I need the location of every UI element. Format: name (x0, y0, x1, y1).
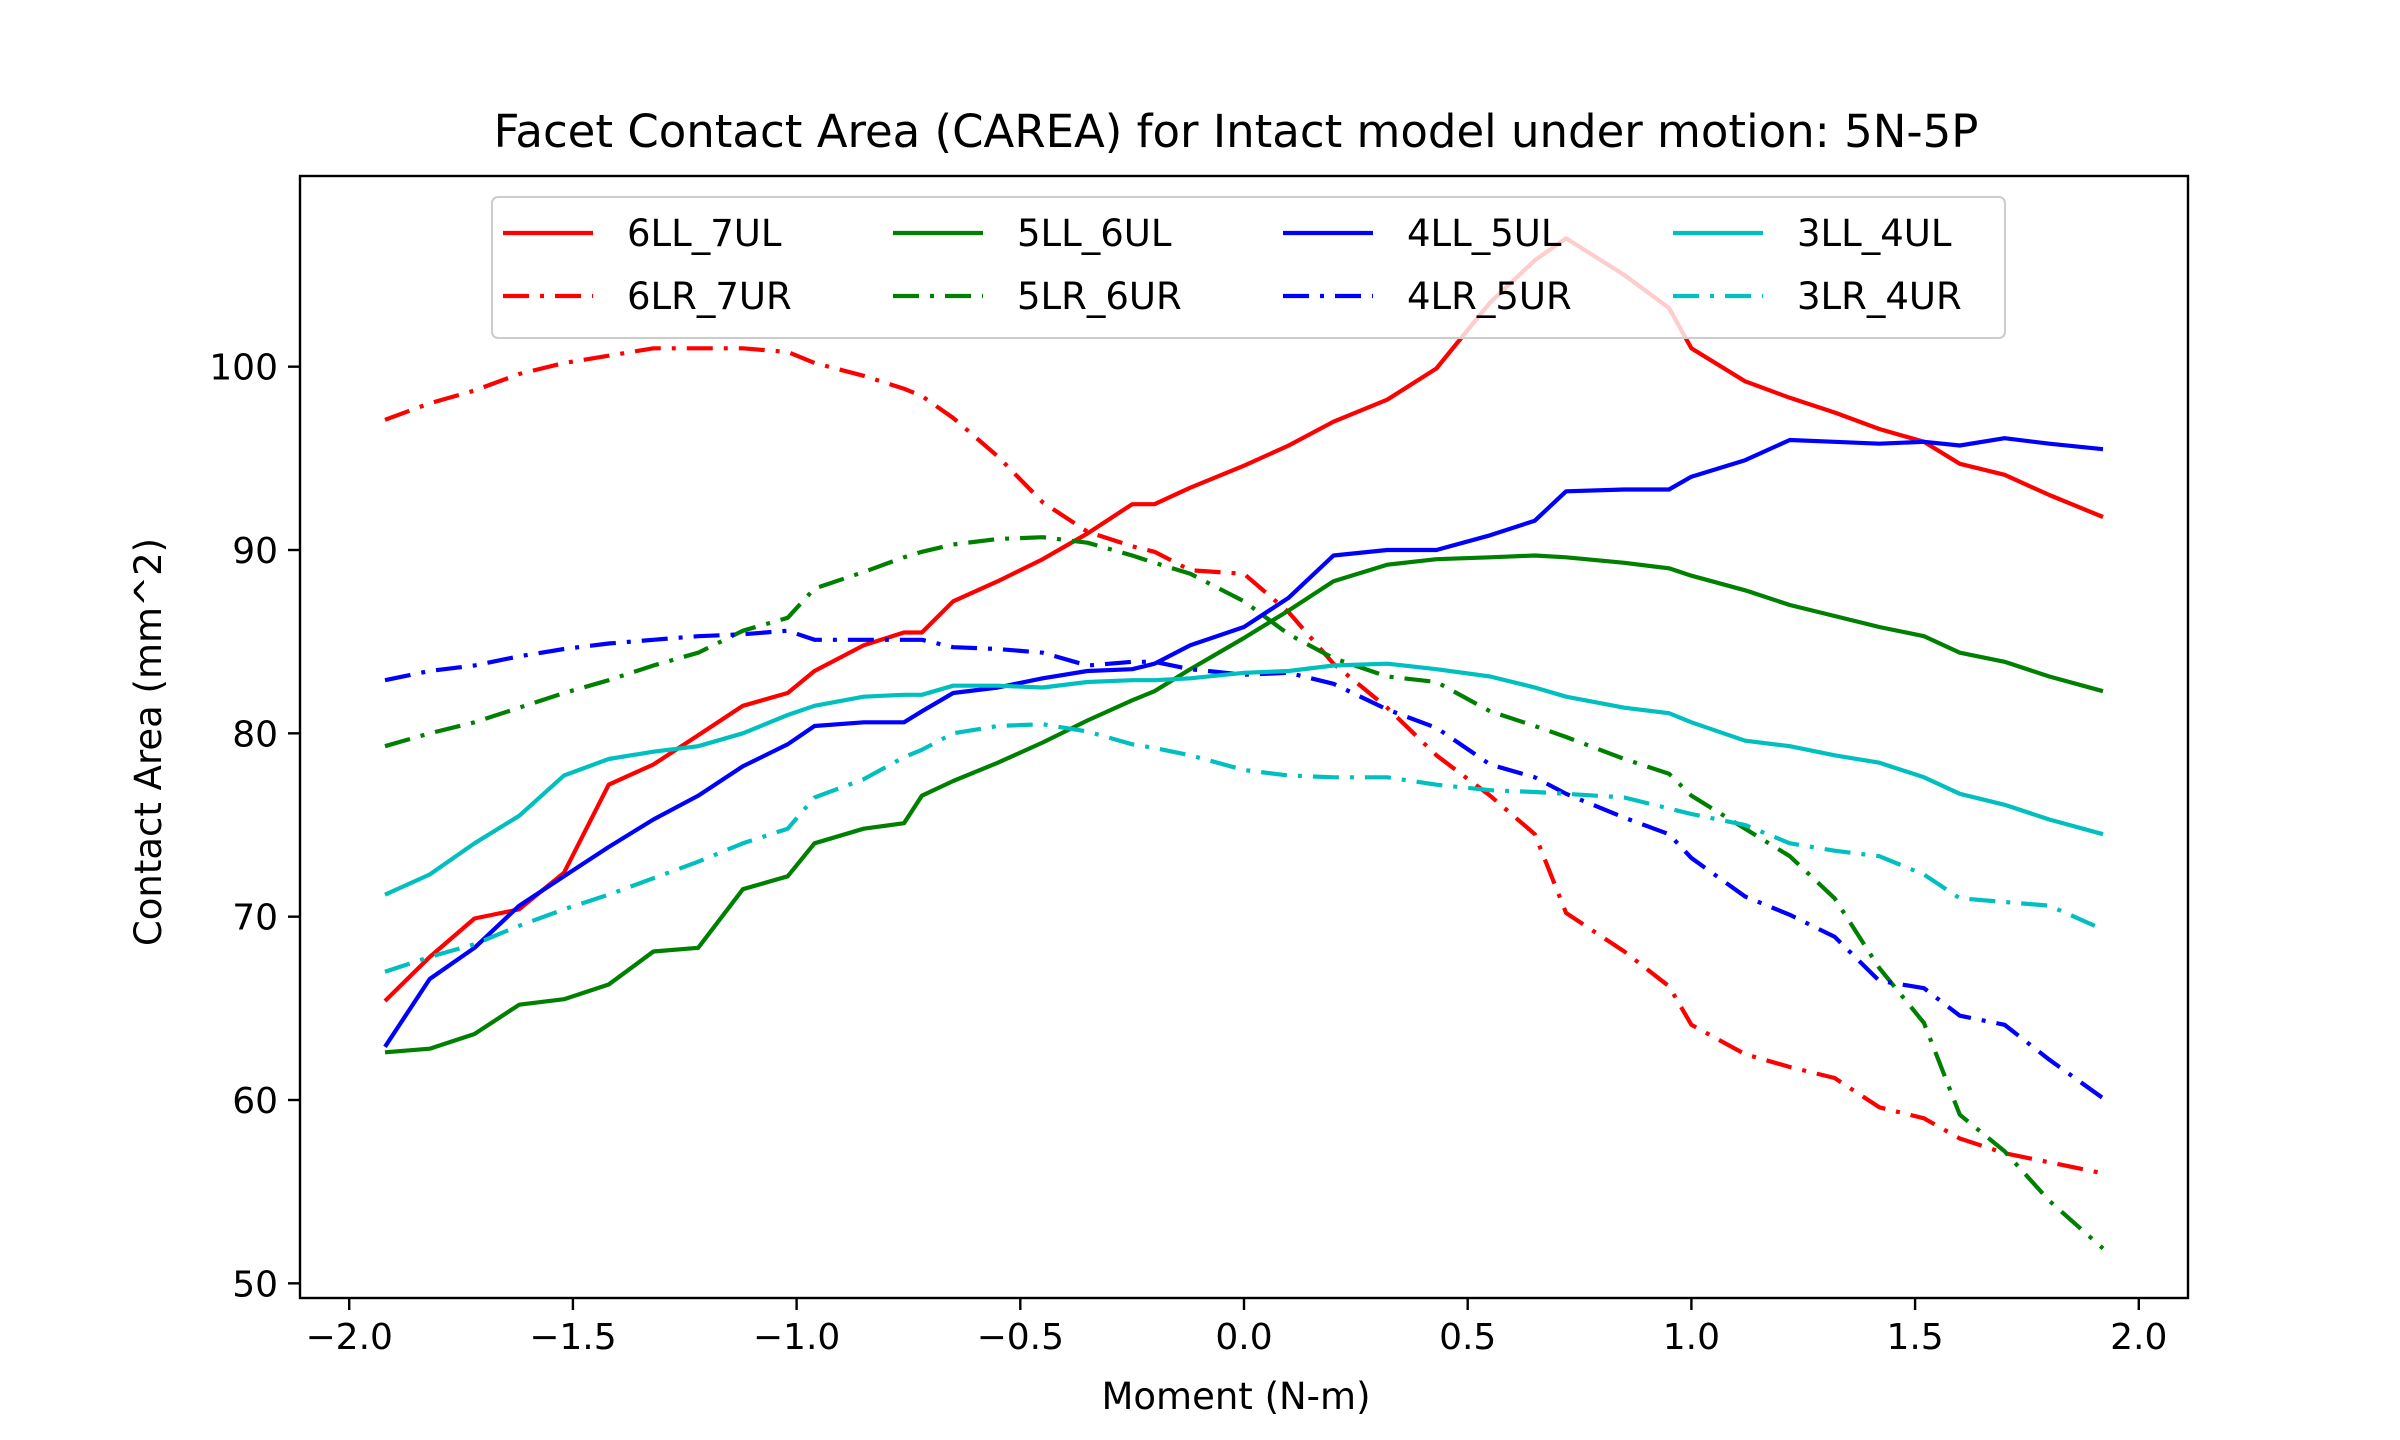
x-tick-label: 0.0 (1215, 1317, 1272, 1358)
legend-item-label: 4LL_5UL (1407, 212, 1562, 255)
x-tick-label: 1.0 (1663, 1317, 1720, 1358)
series-line (383, 236, 2104, 1003)
x-tick-label: 2.0 (2110, 1317, 2167, 1358)
y-tick-label: 80 (232, 714, 278, 755)
y-tick-label: 70 (232, 898, 278, 939)
x-tick-label: −2.0 (306, 1317, 393, 1358)
legend-item-label: 6LL_7UL (627, 212, 782, 255)
y-tick-label: 60 (232, 1081, 278, 1122)
legend-item-label: 4LR_5UR (1407, 275, 1572, 318)
y-tick-label: 100 (209, 348, 278, 389)
series-line (384, 553, 2104, 1055)
series-line (384, 722, 2104, 974)
x-tick-label: −0.5 (977, 1317, 1064, 1358)
x-tick-label: 0.5 (1439, 1317, 1496, 1358)
series-line (384, 346, 2104, 1176)
x-tick-label: −1.5 (529, 1317, 616, 1358)
series-lines (383, 236, 2105, 1251)
legend-item-label: 3LL_4UL (1797, 212, 1952, 255)
series-line (384, 535, 2105, 1251)
plot-area: −2.0 −1.5 −1.0 −0.5 0.0 0.5 1.0 1.5 2.0 50 60 70 80 9… (209, 174, 2190, 1358)
y-tick-label: 90 (232, 531, 278, 572)
x-tick-label: −1.0 (753, 1317, 840, 1358)
legend-item-label: 5LR_6UR (1017, 275, 1182, 318)
series-line (384, 661, 2104, 897)
series-line (383, 436, 2104, 1048)
x-axis-label: Moment (N-m) (1101, 1375, 1370, 1418)
legend-box (491, 196, 2006, 339)
legend-item-label: 6LR_7UR (627, 275, 792, 318)
chart-title: Facet Contact Area (CAREA) for Intact mo… (494, 105, 1979, 158)
legend: 6LL_7UL 6LR_7UR 5LL_6UL 5LR_6UR 4LL_5UL 4LR_5… (491, 196, 2006, 339)
y-axis-label: Contact Area (mm^2) (127, 538, 170, 946)
x-tick-label: 1.5 (1886, 1317, 1943, 1358)
legend-item-label: 3LR_4UR (1797, 275, 1962, 318)
y-tick-label: 50 (232, 1264, 278, 1305)
legend-item-label: 5LL_6UL (1017, 212, 1172, 255)
